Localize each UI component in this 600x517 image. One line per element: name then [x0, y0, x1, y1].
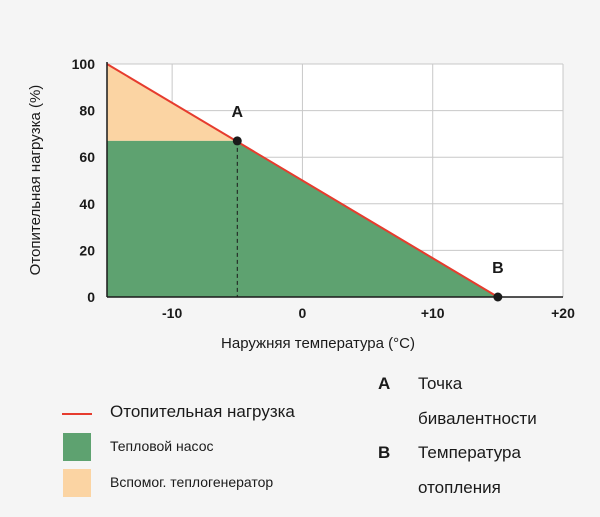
y-tick-label: 0 [87, 289, 95, 305]
legend-heat-pump-swatch [63, 433, 91, 461]
y-tick-label: 80 [79, 103, 95, 119]
point-a-label: A [232, 104, 244, 121]
x-tick-label: 0 [299, 305, 307, 321]
legend-aux-swatch [63, 469, 91, 497]
load-line [106, 63, 499, 298]
heating-temp-point-marker [493, 292, 503, 302]
note-b-line1: Температура [418, 443, 521, 462]
note-a-letter: A [378, 374, 391, 393]
note-a-line2: бивалентности [418, 409, 537, 428]
y-tick-label: 20 [79, 242, 95, 258]
legend-load-label: Отопительная нагрузка [110, 402, 295, 421]
x-axis-title: Наружняя температура (°C) [221, 335, 415, 352]
bivalent-point-marker [232, 136, 242, 146]
point-b-label: B [492, 260, 504, 277]
y-tick-label: 60 [79, 149, 95, 165]
note-b-line2: отопления [418, 478, 501, 497]
note-a-line1: Точка [418, 374, 463, 393]
note-b-letter: B [378, 443, 391, 462]
heat-pump-area [107, 140, 498, 297]
x-tick-label: -10 [162, 305, 182, 321]
legend-aux-label: Вспомог. теплогенератор [110, 474, 274, 490]
x-tick-label: +20 [551, 305, 575, 321]
y-tick-label: 100 [72, 56, 96, 72]
legend-heat-pump-label: Тепловой насос [110, 438, 214, 454]
y-tick-label: 40 [79, 196, 95, 212]
y-axis-title: Отопительная нагрузка (%) [27, 85, 44, 276]
x-tick-label: +10 [421, 305, 445, 321]
legend-load-swatch [62, 413, 92, 415]
